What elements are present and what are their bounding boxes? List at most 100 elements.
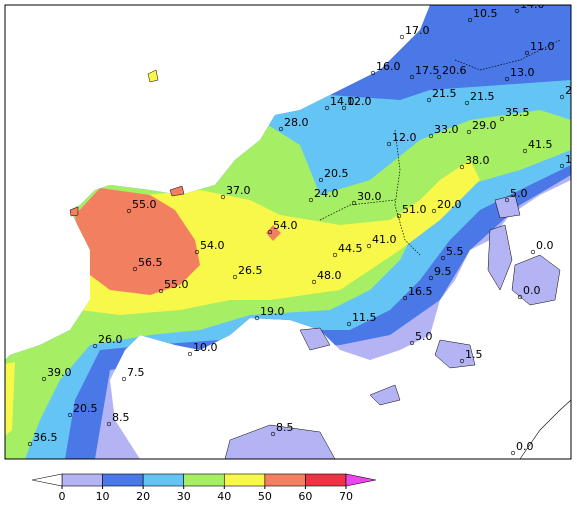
station-value: 5.0 xyxy=(510,187,528,200)
station-dot xyxy=(467,17,473,23)
station-dot xyxy=(530,249,536,255)
station-value: 21.5 xyxy=(432,87,457,100)
station-dot xyxy=(132,266,138,272)
station-value: 54.0 xyxy=(200,239,225,252)
station-value: 5.5 xyxy=(446,245,464,258)
station-value: 7.5 xyxy=(127,366,145,379)
station-dot xyxy=(351,200,357,206)
station-dot xyxy=(510,450,516,456)
station-dot xyxy=(126,208,132,214)
station-labels: 14.010.517.011.016.0 17.5 20.6 13.0214.012.… xyxy=(27,0,572,456)
station-value: 8.5 xyxy=(112,411,130,424)
coastline xyxy=(519,399,572,460)
colorbar: 0 10 20 30 40 50 60 70 xyxy=(31,473,377,503)
station-value: 56.5 xyxy=(138,256,163,269)
station-value: 26.0 xyxy=(98,333,123,346)
station-dot xyxy=(436,74,442,80)
station-value: 51.0 xyxy=(402,203,427,216)
island xyxy=(224,424,336,460)
station-dot xyxy=(426,97,432,103)
islands xyxy=(69,69,572,460)
boundary xyxy=(319,39,561,256)
station-dot xyxy=(187,351,193,357)
island xyxy=(494,194,521,219)
station-dot xyxy=(370,70,376,76)
station-dot xyxy=(332,252,338,258)
colorbar-segment xyxy=(223,473,266,487)
station-value: 16.0 xyxy=(376,60,401,73)
station-value: 14.0 xyxy=(520,0,545,11)
station-dot xyxy=(194,249,200,255)
station-value: 5.0 xyxy=(415,330,433,343)
station-value: 0.0 xyxy=(536,239,554,252)
station-dot xyxy=(522,148,528,154)
station-dot xyxy=(254,315,260,321)
station-dot xyxy=(278,126,284,132)
station-dot xyxy=(27,441,33,447)
station-value: 44.5 xyxy=(338,242,363,255)
station-value: 12.0 xyxy=(392,131,417,144)
station-value: 20.0 xyxy=(437,198,462,211)
colorbar-segment xyxy=(142,473,185,487)
colorbar-tick-label: 70 xyxy=(339,490,353,503)
station-value: 20.5 xyxy=(73,402,98,415)
station-dot xyxy=(308,197,314,203)
station-dot xyxy=(158,288,164,294)
station-dot xyxy=(41,376,47,382)
station-dot xyxy=(524,50,530,56)
station-dot xyxy=(366,243,372,249)
station-value: 35.5 xyxy=(505,106,530,119)
station-dot xyxy=(318,177,324,183)
station-dot xyxy=(464,100,470,106)
station-dot xyxy=(267,229,273,235)
station-value: 8.5 xyxy=(276,421,294,434)
station-value: 13.0 xyxy=(510,66,535,79)
station-value: 11.5 xyxy=(352,311,377,324)
station-value: 41.5 xyxy=(528,138,553,151)
station-value: 11.0 xyxy=(530,40,555,53)
station-dot xyxy=(402,295,408,301)
station-value: 0.0 xyxy=(523,284,541,297)
island xyxy=(369,384,401,406)
station-dot xyxy=(499,116,505,122)
station-dot xyxy=(559,163,565,169)
island xyxy=(69,206,79,217)
station-dot xyxy=(466,129,472,135)
station-value: 19.0 xyxy=(260,305,285,318)
station-dot xyxy=(232,274,238,280)
station-value: 55.0 xyxy=(164,278,189,291)
colorbar-tick-label: 20 xyxy=(136,490,150,503)
station-dot xyxy=(517,294,523,300)
colorbar-segment xyxy=(305,473,347,487)
station-value: 0.0 xyxy=(516,440,534,453)
station-dot xyxy=(396,213,402,219)
station-value: 9.5 xyxy=(434,265,452,278)
station-dot xyxy=(121,376,127,382)
station-value: 21.5 xyxy=(470,90,495,103)
colorbar-tick-label: 30 xyxy=(177,490,191,503)
station-dot xyxy=(428,133,434,139)
island xyxy=(434,339,476,369)
station-value: 2 xyxy=(565,84,572,97)
band xyxy=(5,362,15,440)
station-dot xyxy=(431,208,437,214)
colorbar-tick-label: 10 xyxy=(96,490,110,503)
colorbar-segment xyxy=(102,473,144,487)
station-dot xyxy=(409,74,415,80)
station-value: 41.0 xyxy=(372,233,397,246)
station-value: 17.5 xyxy=(415,64,440,77)
station-value: 20.6 xyxy=(442,64,467,77)
station-value: 54.0 xyxy=(273,219,298,232)
station-value: 20.5 xyxy=(324,167,349,180)
station-dot xyxy=(220,194,226,200)
island xyxy=(299,327,331,351)
station-dot xyxy=(311,279,317,285)
island xyxy=(169,185,185,197)
station-value: 26.5 xyxy=(238,264,263,277)
station-value: 37.0 xyxy=(226,184,251,197)
station-dot xyxy=(504,197,510,203)
colorbar-segment xyxy=(183,473,225,487)
colorbar-segment xyxy=(264,473,306,487)
station-dot xyxy=(559,94,565,100)
colorbar-tick-label: 60 xyxy=(298,490,312,503)
